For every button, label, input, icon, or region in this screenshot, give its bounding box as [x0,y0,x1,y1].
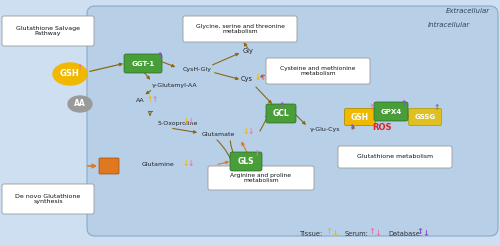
FancyBboxPatch shape [338,146,452,168]
Text: γ-Glu-Cys: γ-Glu-Cys [310,127,340,133]
Text: Intracellular: Intracellular [428,22,470,28]
Text: GGT-1: GGT-1 [132,61,154,66]
Text: Glycine, serine and threonine
metabolism: Glycine, serine and threonine metabolism [196,24,284,34]
Text: AA: AA [74,99,86,108]
Text: GSSG: GSSG [414,114,436,120]
FancyBboxPatch shape [230,152,262,171]
Text: ↓: ↓ [188,158,194,168]
Text: ↑: ↑ [254,149,260,157]
FancyBboxPatch shape [266,104,296,123]
Text: ↑: ↑ [349,123,355,133]
Text: ↑: ↑ [368,227,376,235]
Text: De novo Glutathione
synthesis: De novo Glutathione synthesis [16,194,80,204]
Text: ↑: ↑ [152,94,158,104]
Text: GCL: GCL [272,109,289,118]
Text: ↑: ↑ [434,104,440,112]
Text: GLS: GLS [238,157,254,166]
FancyBboxPatch shape [87,6,498,236]
Text: ROS: ROS [372,123,392,133]
Text: ↓: ↓ [183,158,189,168]
FancyBboxPatch shape [208,166,314,190]
Text: Glutamate: Glutamate [202,132,234,137]
Text: AA: AA [136,98,144,104]
Text: ↑: ↑ [157,50,163,60]
Text: Glutamine: Glutamine [142,163,174,168]
Text: ↓: ↓ [422,230,430,239]
FancyBboxPatch shape [408,108,442,125]
FancyBboxPatch shape [344,108,376,125]
Text: ↓: ↓ [183,117,189,125]
Text: Cysteine and methionine
metabolism: Cysteine and methionine metabolism [280,66,355,77]
FancyBboxPatch shape [2,184,94,214]
Text: ↑: ↑ [401,98,407,108]
FancyBboxPatch shape [99,158,119,174]
Ellipse shape [68,96,92,112]
Text: ↓: ↓ [260,73,266,81]
Text: ↑: ↑ [77,62,83,72]
Text: Database:: Database: [388,231,422,237]
Text: Glutathione Salvage
Pathway: Glutathione Salvage Pathway [16,26,80,36]
FancyBboxPatch shape [374,102,408,121]
Text: 5-Oxoproline: 5-Oxoproline [158,121,198,125]
Text: Extracellular: Extracellular [446,8,490,14]
Text: ↓: ↓ [374,230,382,239]
Text: ↓: ↓ [332,230,338,239]
Text: Glutathione metabolism: Glutathione metabolism [357,154,433,159]
Text: Tissue:: Tissue: [300,231,323,237]
Text: Serum:: Serum: [345,231,369,237]
Text: γ-Glutamyl-AA: γ-Glutamyl-AA [152,82,198,88]
Text: GSH: GSH [351,112,369,122]
Text: GSH: GSH [60,70,80,78]
Text: ↑: ↑ [326,227,332,235]
FancyBboxPatch shape [2,16,94,46]
FancyBboxPatch shape [183,16,297,42]
FancyBboxPatch shape [266,58,370,84]
Text: ↑: ↑ [369,104,375,112]
Text: ↓: ↓ [188,117,194,125]
Text: ↑: ↑ [147,94,153,104]
Text: ↑: ↑ [416,227,424,235]
Text: GPX4: GPX4 [380,108,402,114]
Text: ↑: ↑ [279,101,285,109]
Ellipse shape [53,63,87,85]
Text: CysH-Gly: CysH-Gly [182,67,212,73]
Text: ↓: ↓ [243,127,249,137]
FancyBboxPatch shape [124,54,162,73]
Text: Arginine and proline
metabolism: Arginine and proline metabolism [230,173,292,184]
Text: Cys: Cys [241,76,253,82]
Text: Gly: Gly [242,48,254,54]
Text: ↓: ↓ [248,127,254,137]
Text: ↓: ↓ [255,73,261,81]
